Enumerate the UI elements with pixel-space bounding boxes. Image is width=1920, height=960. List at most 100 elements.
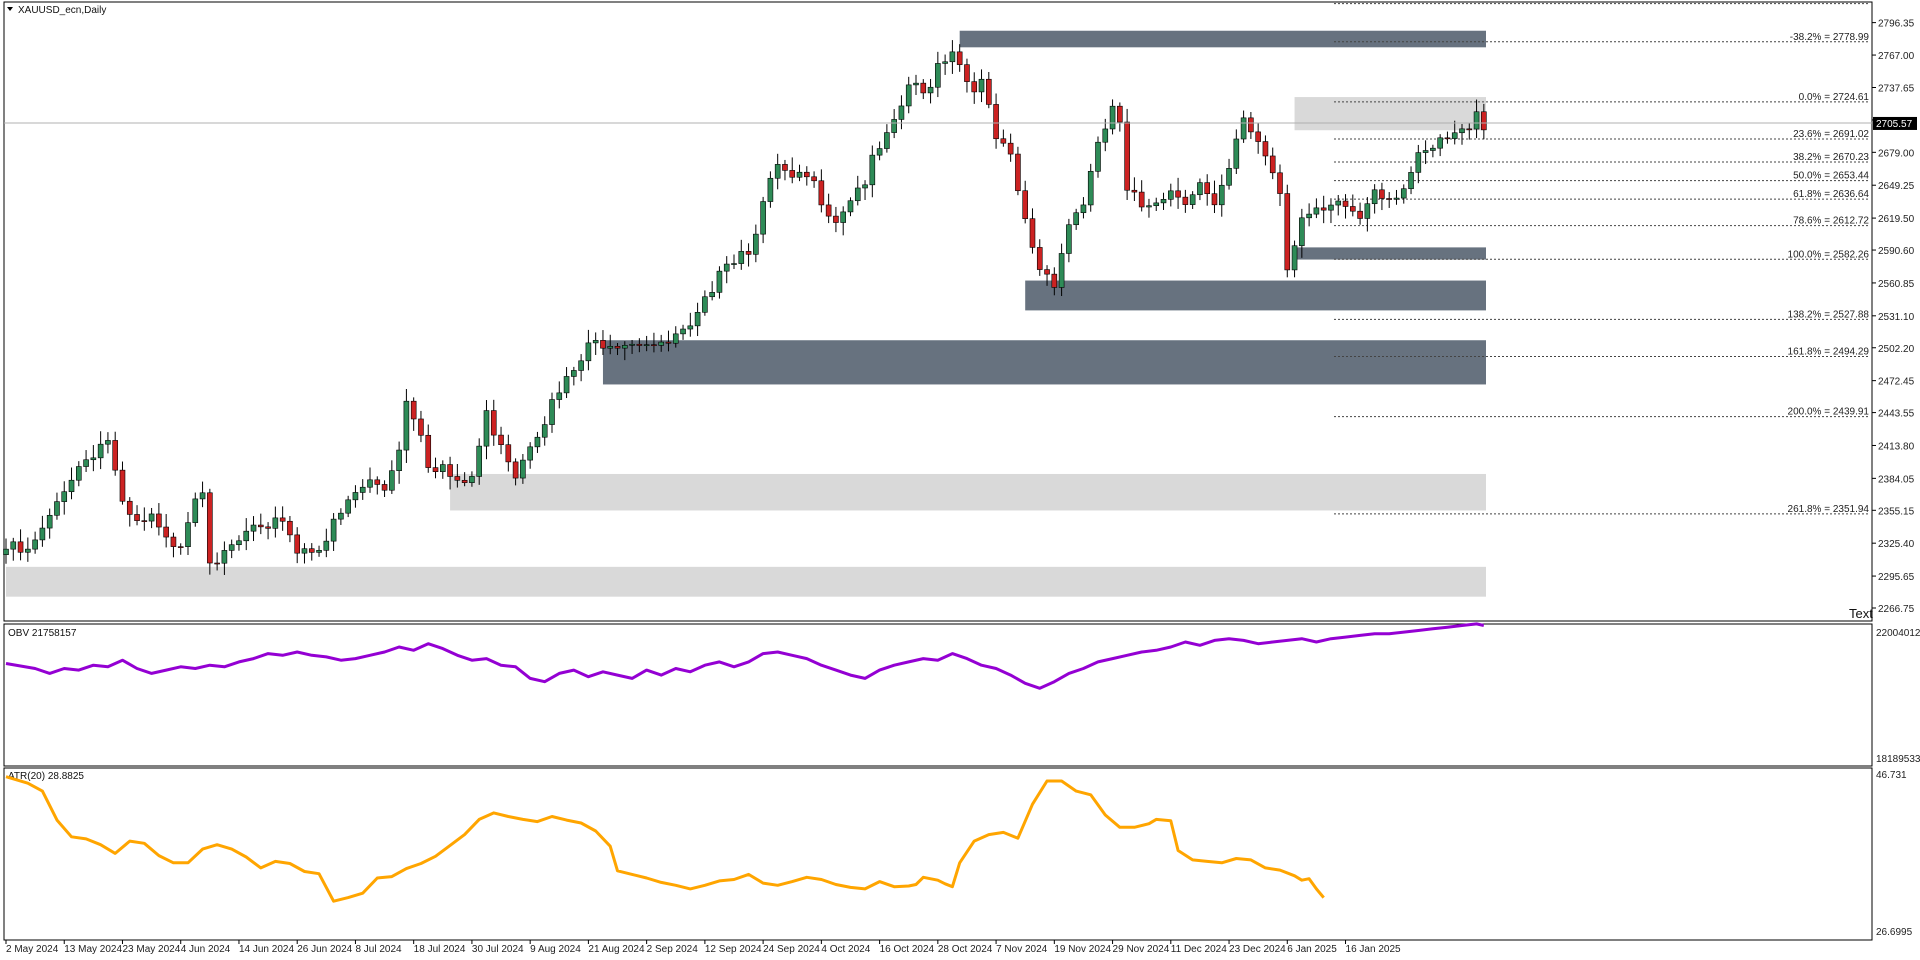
candle-body <box>1000 138 1007 144</box>
candle-body <box>432 467 439 472</box>
candle-body <box>418 418 424 436</box>
candle-body <box>585 342 592 362</box>
candle-body <box>774 164 781 179</box>
candle-body <box>840 211 847 223</box>
candle-body <box>803 171 810 178</box>
price-tick-label: 2649.25 <box>1878 181 1915 192</box>
time-tick-label: 19 Nov 2024 <box>1054 944 1111 955</box>
collapse-triangle-icon[interactable] <box>7 7 13 11</box>
time-tick-label: 16 Oct 2024 <box>880 944 935 955</box>
price-axis: 2796.352767.002737.652708.302679.002649.… <box>1872 19 1915 615</box>
candles-layer <box>3 40 1487 575</box>
candle-body <box>1408 172 1414 190</box>
price-tick-label: 2531.10 <box>1878 312 1915 323</box>
candle-body <box>359 486 366 493</box>
candle-body <box>512 461 519 479</box>
candle-body <box>308 548 315 553</box>
candle-body <box>265 526 271 529</box>
candle-body <box>1218 184 1225 206</box>
candle-body <box>672 333 679 344</box>
corner-text: Text <box>1849 606 1873 621</box>
candle-body <box>993 104 999 140</box>
zone-4 <box>602 340 1486 385</box>
time-tick-label: 29 Nov 2024 <box>1113 944 1170 955</box>
candle-body <box>927 86 934 94</box>
fib-label-1: 0.0% = 2724.61 <box>1799 92 1870 103</box>
candle-body <box>367 479 373 488</box>
candle-body <box>1379 189 1385 199</box>
candle-body <box>1313 207 1320 215</box>
candle-body <box>345 499 351 514</box>
zone-6 <box>6 566 1486 597</box>
obv-line <box>5 622 1485 690</box>
fib-label-0: -38.2% = 2778.99 <box>1790 32 1870 43</box>
candle-body <box>403 400 410 451</box>
candle-body <box>1328 204 1334 211</box>
price-tick-label: 2796.35 <box>1878 19 1915 30</box>
time-tick-label: 23 May 2024 <box>122 944 180 955</box>
candle-body <box>629 343 635 346</box>
candle-body <box>621 345 628 349</box>
current-price-box <box>1873 116 1917 130</box>
candle-body <box>1269 155 1276 174</box>
candle-body <box>1364 203 1371 219</box>
candle-body <box>156 513 162 528</box>
price-tick-label: 2737.65 <box>1878 83 1915 94</box>
candle-body <box>680 328 686 335</box>
fib-label-7: 100.0% = 2582.26 <box>1788 249 1870 260</box>
candle-body <box>10 541 17 550</box>
obv-panel[interactable]: OBV 21758157 22004012 18189533 <box>3 622 1920 767</box>
candle-body <box>236 540 242 546</box>
candle-body <box>1197 182 1203 196</box>
time-tick-label: 2 Sep 2024 <box>647 944 699 955</box>
candle-body <box>105 440 111 445</box>
candle-body <box>192 498 199 523</box>
candle-body <box>32 539 38 550</box>
candle-body <box>1444 137 1451 140</box>
time-tick-label: 6 Jan 2025 <box>1287 944 1337 955</box>
candle-body <box>1400 188 1407 199</box>
candle-body <box>1036 247 1043 270</box>
candle-body <box>1459 128 1465 134</box>
candle-body <box>272 517 279 529</box>
fib-label-11: 261.8% = 2351.94 <box>1788 504 1870 515</box>
time-tick-label: 4 Oct 2024 <box>821 944 870 955</box>
candle-body <box>1371 189 1378 205</box>
candle-body <box>141 520 148 522</box>
candle-body <box>1306 213 1312 219</box>
candle-body <box>978 78 985 93</box>
price-tick-label: 2295.65 <box>1878 572 1915 583</box>
candle-body <box>920 82 927 94</box>
candle-body <box>898 105 905 120</box>
candle-body <box>214 562 220 565</box>
candle-body <box>694 312 701 327</box>
time-tick-label: 24 Sep 2024 <box>763 944 820 955</box>
candle-body <box>46 514 53 529</box>
candle-body <box>257 524 264 528</box>
candle-body <box>723 263 730 272</box>
time-tick-label: 4 Jun 2024 <box>181 944 231 955</box>
candle-body <box>658 341 665 346</box>
candle-body <box>1415 152 1422 173</box>
zones-layer <box>6 30 1487 597</box>
candle-body <box>1080 204 1087 214</box>
chart-title: XAUUSD_ecn,Daily <box>18 5 106 16</box>
candle-body <box>1015 153 1021 192</box>
candle-body <box>381 484 388 491</box>
candle-body <box>1233 138 1240 169</box>
atr-panel[interactable]: ATR(20) 28.8825 46.731 26.6995 <box>3 767 1913 941</box>
candle-body <box>891 119 897 133</box>
candle-body <box>1117 105 1123 123</box>
candle-body <box>949 51 956 63</box>
candle-body <box>607 346 614 349</box>
candle-body <box>1131 189 1138 193</box>
candle-body <box>199 492 206 500</box>
candle-body <box>134 514 140 521</box>
candle-body <box>294 534 301 554</box>
candle-body <box>148 513 155 522</box>
candle-body <box>1022 190 1029 219</box>
candle-body <box>170 536 177 547</box>
candle-body <box>330 518 337 542</box>
price-panel[interactable]: -38.2% = 2778.99 0.0% = 2724.61 23.6% = 26… <box>3 1 1918 622</box>
current-price-label: 2705.57 <box>1876 119 1913 130</box>
